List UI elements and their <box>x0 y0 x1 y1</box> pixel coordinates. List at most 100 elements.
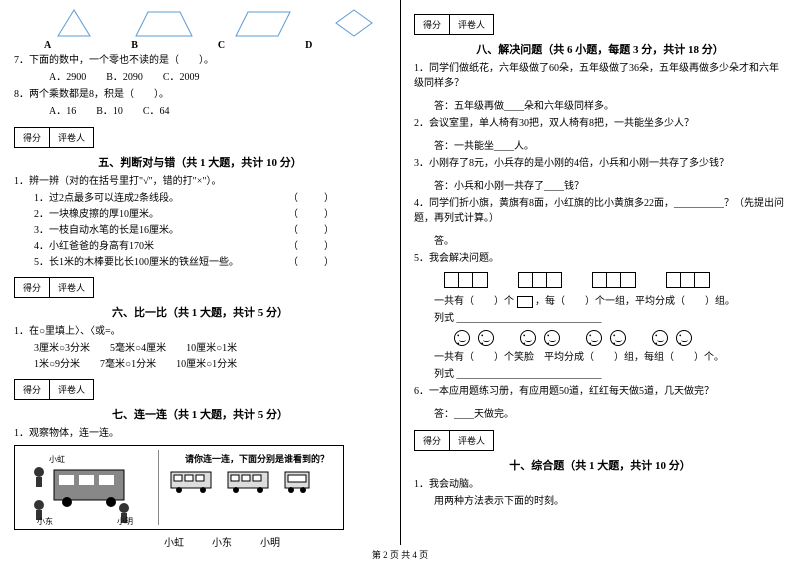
shape-labels: A B C D <box>14 40 386 51</box>
q10-1: 1．我会动脑。 <box>414 477 786 492</box>
compare-5: 7毫米○1分米 <box>100 357 156 373</box>
score-label: 得分 <box>15 278 50 297</box>
bracket: （ ） <box>288 239 336 255</box>
judge-item-2: 2．一块橡皮擦的厚10厘米。 <box>34 207 159 223</box>
judge-item-4: 4．小红爸爸的身高有170米 <box>34 239 154 255</box>
question-7-options: A．2900 B．2090 C．2009 <box>14 70 386 85</box>
right-column: 得分 评卷人 八、解决问题（共 6 小题，每题 3 分，共计 18 分） 1．同… <box>400 0 800 565</box>
grid-boxes <box>414 272 786 288</box>
smile-icon <box>454 330 470 346</box>
question-8-options: A．16 B．10 C．64 <box>14 104 386 119</box>
score-box-5: 得分 评卷人 <box>14 127 94 148</box>
q5-expr: 列式 _____________________________ <box>414 311 786 326</box>
trapezoid-shape <box>134 8 194 38</box>
bus-views: 请你连一连，下面分别是谁看到的？ <box>159 450 339 525</box>
compare-4: 1米○9分米 <box>34 357 80 373</box>
section-7-intro: 1．观察物体，连一连。 <box>14 426 386 441</box>
diamond-shape <box>334 8 374 38</box>
grid-2 <box>518 272 562 288</box>
label-b: B <box>131 40 138 51</box>
compare-6: 10厘米○1分米 <box>176 357 237 373</box>
smile-icon <box>586 330 602 346</box>
person-1: 小虹 <box>164 534 184 549</box>
q8-6: 6．一本应用题练习册，有应用题50道，红红每天做5道，几天做完？ <box>414 384 786 399</box>
svg-text:小虹: 小虹 <box>49 455 65 464</box>
section-10-title: 十、综合题（共 1 大题，共计 10 分） <box>414 457 786 473</box>
triangle-shape <box>54 8 94 38</box>
person-2: 小东 <box>212 534 232 549</box>
compare-3: 10厘米○1米 <box>186 341 237 357</box>
a8-4: 答。 <box>414 234 786 249</box>
q5-text1: 一共有（ ）个 <box>434 296 514 307</box>
q5-text3: 一共有（ ）个笑脸 平均分成（ ）组，每组（ ）个。 <box>414 350 786 365</box>
left-column: A B C D 7．下面的数中，一个零也不读的是（ ）。 A．2900 B．20… <box>0 0 400 565</box>
grader-label: 评卷人 <box>50 128 93 147</box>
section-6-intro: 1．在○里填上〉、〈或=。 <box>14 324 386 339</box>
q8-2: 2．会议室里，单人椅有30把，双人椅有8把，一共能坐多少人？ <box>414 116 786 131</box>
bus-view-1 <box>169 470 214 495</box>
bus-labels: 小虹 小东 小明 <box>14 534 386 549</box>
grader-label: 评卷人 <box>50 278 93 297</box>
label-a: A <box>44 40 51 51</box>
q8-4: 4．同学们折小旗，黄旗有8面，小红旗的比小黄旗多22面，__________？（… <box>414 196 786 226</box>
small-box-icon <box>517 296 533 308</box>
question-8: 8．两个乘数都是8，积是（ ）。 <box>14 87 386 102</box>
label-d: D <box>305 40 312 51</box>
q10-1-sub: 用两种方法表示下面的时刻。 <box>414 494 786 509</box>
score-box-6: 得分 评卷人 <box>14 277 94 298</box>
grid-1 <box>444 272 488 288</box>
section-5-intro: 1．辨一辨（对的在括号里打"√"，错的打"×"）。 <box>14 174 386 189</box>
bracket: （ ） <box>288 191 336 207</box>
section-8-title: 八、解决问题（共 6 小题，每题 3 分，共计 18 分） <box>414 41 786 57</box>
a8-2: 答：一共能坐____人。 <box>414 139 786 154</box>
svg-text:小明: 小明 <box>117 517 133 525</box>
face-row <box>414 330 786 346</box>
judge-item-3: 3．一枝自动水笔的长是16厘米。 <box>34 223 179 239</box>
score-box-7: 得分 评卷人 <box>14 379 94 400</box>
q8-1: 1．同学们做纸花，六年级做了60朵，五年级做了36朵，五年级再做多少朵才和六年级… <box>414 61 786 91</box>
bracket: （ ） <box>288 223 336 239</box>
compare-1: 3厘米○3分米 <box>34 341 90 357</box>
smile-icon <box>520 330 536 346</box>
question-7: 7．下面的数中，一个零也不读的是（ ）。 <box>14 53 386 68</box>
smile-icon <box>652 330 668 346</box>
bus-view-2 <box>226 470 271 495</box>
question-prompt: 请你连一连，下面分别是谁看到的？ <box>185 452 329 465</box>
score-label: 得分 <box>15 128 50 147</box>
score-box-8: 得分 评卷人 <box>414 14 494 35</box>
svg-text:小东: 小东 <box>37 516 53 525</box>
section-6-title: 六、比一比（共 1 大题，共计 5 分） <box>14 304 386 320</box>
scene-image: 小虹 小东 小明 <box>19 450 159 525</box>
grid-3 <box>592 272 636 288</box>
section-5-title: 五、判断对与错（共 1 大题，共计 10 分） <box>14 154 386 170</box>
a8-6: 答：____天做完。 <box>414 407 786 422</box>
label-c: C <box>218 40 225 51</box>
score-box-10: 得分 评卷人 <box>414 430 494 451</box>
smile-icon <box>610 330 626 346</box>
q5-text-line: 一共有（ ）个 ，每（ ）个一组，平均分成（ ）组。 <box>414 294 786 309</box>
a8-1: 答：五年级再做____朵和六年级同样多。 <box>414 99 786 114</box>
image-box: 小虹 小东 小明 请你连一连，下面分别是谁看到的？ <box>14 445 344 530</box>
person-3: 小明 <box>260 534 280 549</box>
q8-5: 5．我会解决问题。 <box>414 251 786 266</box>
parallelogram-shape <box>234 8 294 38</box>
grid-4 <box>666 272 710 288</box>
score-label: 得分 <box>415 15 450 34</box>
score-label: 得分 <box>15 380 50 399</box>
judge-item-5: 5．长1米的木棒要比长100厘米的铁丝短一些。 <box>34 255 239 271</box>
grader-label: 评卷人 <box>50 380 93 399</box>
a8-3: 答：小兵和小刚一共存了____钱？ <box>414 179 786 194</box>
section-7-title: 七、连一连（共 1 大题，共计 5 分） <box>14 406 386 422</box>
shapes-row <box>14 8 386 38</box>
bus-view-3 <box>283 470 311 495</box>
q8-3: 3．小刚存了8元，小兵存的是小刚的4倍，小兵和小刚一共存了多少钱？ <box>414 156 786 171</box>
q5-text2: ，每（ ）个一组，平均分成（ ）组。 <box>535 296 735 307</box>
grader-label: 评卷人 <box>450 431 493 450</box>
smile-icon <box>544 330 560 346</box>
bracket: （ ） <box>288 255 336 271</box>
judge-item-1: 1．过2点最多可以连成2条线段。 <box>34 191 179 207</box>
grader-label: 评卷人 <box>450 15 493 34</box>
compare-2: 5毫米○4厘米 <box>110 341 166 357</box>
smile-icon <box>478 330 494 346</box>
bracket: （ ） <box>288 207 336 223</box>
